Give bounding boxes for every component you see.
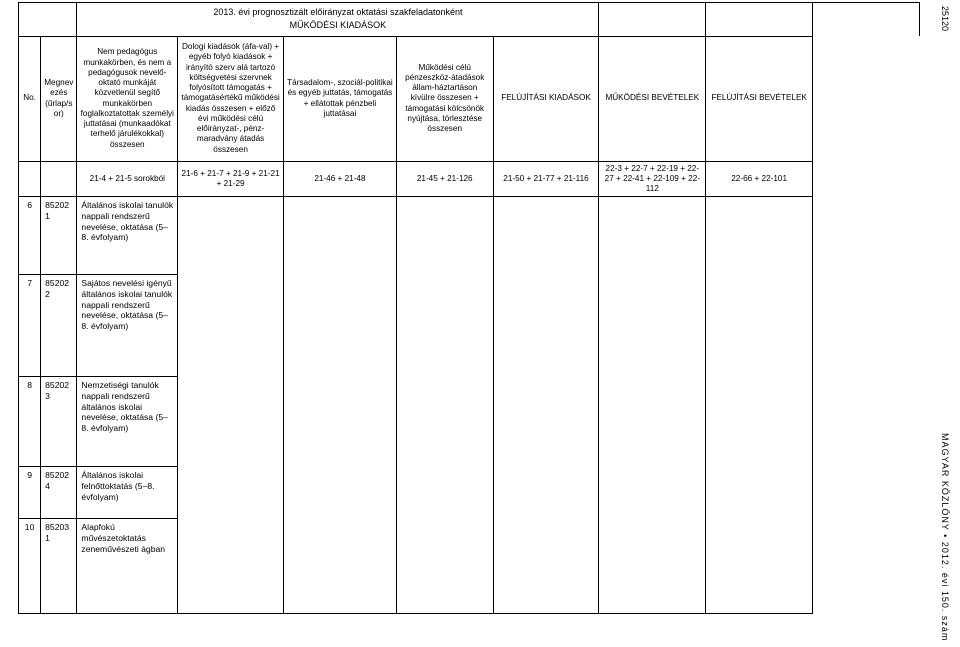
data-cell-c6 <box>396 197 493 614</box>
row-codes-cell: 852021852022852023852024852031 <box>41 197 77 614</box>
table-row: 852023 <box>41 377 76 467</box>
table-title: 2013. évi prognosztizált előirányzat okt… <box>77 3 599 21</box>
table-row: 10 <box>19 519 40 609</box>
formula-blank-2 <box>41 161 77 197</box>
table-row: 852031 <box>41 519 76 609</box>
table-row: 852021 <box>41 197 76 275</box>
publication-footer: MAGYAR KÖZLÖNY • 2012. évi 150. szám <box>940 433 950 641</box>
data-cell-c4 <box>178 197 284 614</box>
col-header-8: MŰKÖDÉSI BEVÉTELEK <box>599 36 706 161</box>
table-row: 852022 <box>41 275 76 377</box>
col-header-name: Megnevezés (űrlap/sor) <box>41 36 77 161</box>
row-names-cell: Általános iskolai tanulók nappali rendsz… <box>77 197 178 614</box>
row-numbers-cell: 678910 <box>19 197 41 614</box>
table-row: Alapfokú művészetoktatás zeneművészeti á… <box>77 519 177 609</box>
formula-c4: 21-6 + 21-7 + 21-9 + 21-21 + 21-29 <box>178 161 284 197</box>
table-row: 9 <box>19 467 40 519</box>
col-header-no: No. <box>19 36 41 161</box>
data-cell-c9 <box>706 197 813 614</box>
data-cell-c5 <box>284 197 397 614</box>
col-header-6: Működési célú pénzeszköz-átadások állam-… <box>396 36 493 161</box>
col-header-9: FELÚJÍTÁSI BEVÉTELEK <box>706 36 813 161</box>
page-number: 25120 <box>940 6 950 31</box>
table-row: Sajátos nevelési igényű általános iskola… <box>77 275 177 377</box>
col-header-5: Társadalom-, szociál-politikai és egyéb … <box>284 36 397 161</box>
formula-c8: 22-3 + 22-7 + 22-19 + 22-27 + 22-41 + 22… <box>599 161 706 197</box>
table-row: 8 <box>19 377 40 467</box>
formula-c9: 22-66 + 22-101 <box>706 161 813 197</box>
table-row: Nemzetiségi tanulók nappali rendszerű ál… <box>77 377 177 467</box>
formula-c5: 21-46 + 21-48 <box>284 161 397 197</box>
table-row: 7 <box>19 275 40 377</box>
table-subtitle: MŰKÖDÉSI KIADÁSOK <box>77 20 599 36</box>
col-header-4: Dologi kiadások (áfa-val) + egyéb folyó … <box>178 36 284 161</box>
formula-c3: 21-4 + 21-5 sorokból <box>77 161 178 197</box>
data-cell-c7 <box>493 197 599 614</box>
page-margin: 25120 MAGYAR KÖZLÖNY • 2012. évi 150. sz… <box>930 0 960 647</box>
table-row: Általános iskolai tanulók nappali rendsz… <box>77 197 177 275</box>
col-header-7: FELÚJÍTÁSI KIADÁSOK <box>493 36 599 161</box>
formula-c6: 21-45 + 21-126 <box>396 161 493 197</box>
formula-c7: 21-50 + 21-77 + 21-116 <box>493 161 599 197</box>
table-row: 6 <box>19 197 40 275</box>
table-row: Általános iskolai felnőttoktatás (5–8. é… <box>77 467 177 519</box>
data-cell-c8 <box>599 197 706 614</box>
col-header-3: Nem pedagógus munkakörben, és nem a peda… <box>77 36 178 161</box>
table-row: 852024 <box>41 467 76 519</box>
formula-blank-1 <box>19 161 41 197</box>
budget-table: 2013. évi prognosztizált előirányzat okt… <box>18 2 920 614</box>
